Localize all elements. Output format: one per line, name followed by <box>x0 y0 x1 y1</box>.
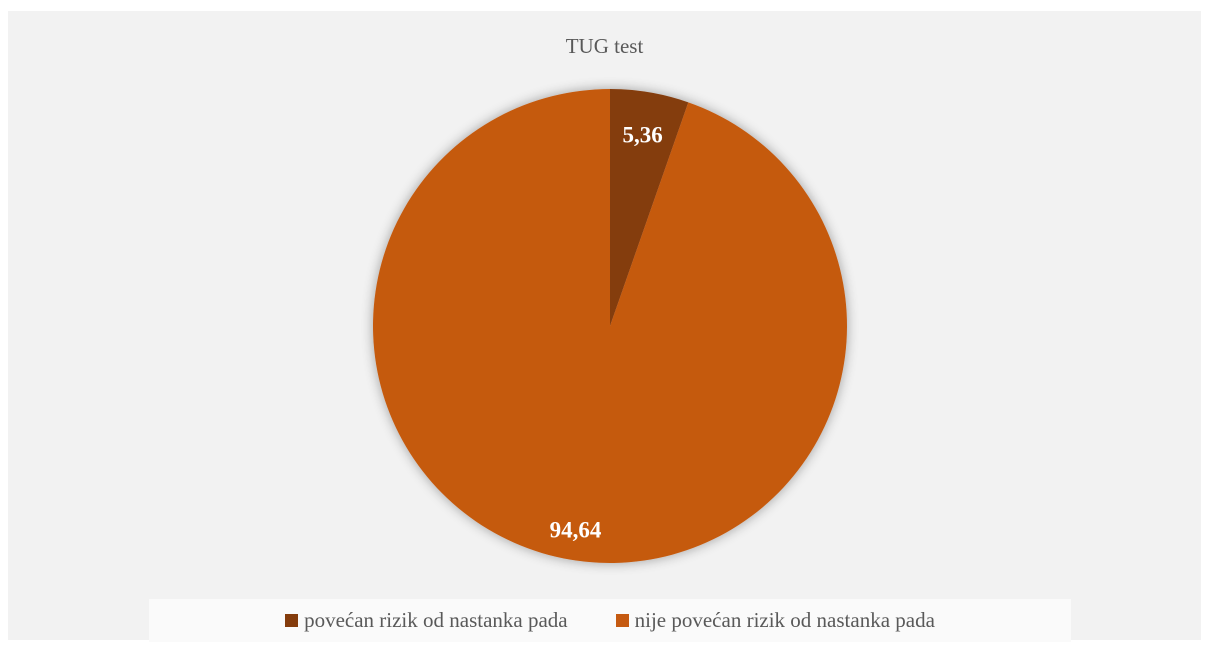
legend: povećan rizik od nastanka pada nije pove… <box>149 599 1071 642</box>
slice-value-label: 94,64 <box>550 517 602 542</box>
legend-label: nije povećan rizik od nastanka pada <box>634 608 935 632</box>
chart-area: TUG test 5,36 94,64 povećan rizik od nast… <box>8 11 1201 642</box>
legend-item: nije povećan rizik od nastanka pada <box>615 608 935 633</box>
slice-value-label: 5,36 <box>622 122 662 147</box>
legend-swatch <box>615 614 629 627</box>
chart-title: TUG test <box>565 34 644 58</box>
legend-label: povećan rizik od nastanka pada <box>304 608 568 632</box>
pie-slice <box>372 89 847 564</box>
pie-slice <box>610 89 689 326</box>
legend-swatch <box>285 614 299 627</box>
legend-item: povećan rizik od nastanka pada <box>285 608 568 633</box>
pie-chart: 5,36 94,64 <box>372 89 847 564</box>
